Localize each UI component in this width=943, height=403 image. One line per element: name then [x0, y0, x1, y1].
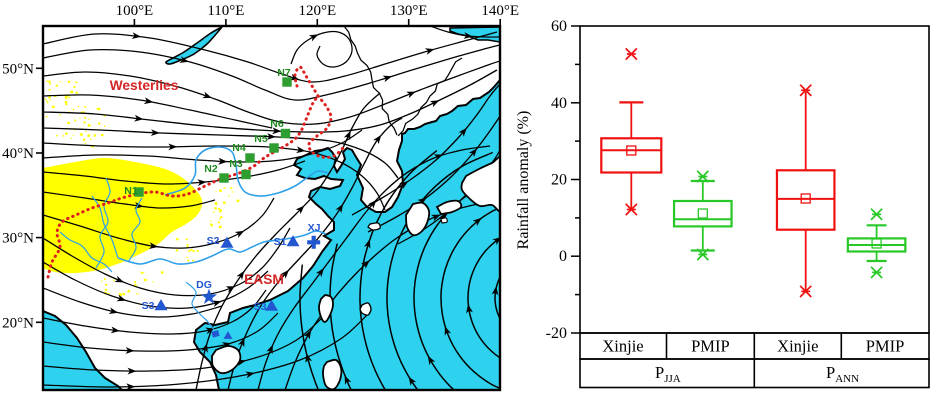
- svg-text:N5: N5: [254, 133, 268, 145]
- svg-text:Xinjie: Xinjie: [777, 337, 818, 356]
- svg-text:N3: N3: [229, 158, 243, 170]
- svg-text:110°E: 110°E: [207, 3, 244, 19]
- svg-text:20°N: 20°N: [2, 315, 34, 331]
- svg-text:S1: S1: [274, 236, 287, 248]
- svg-text:EASM: EASM: [244, 272, 284, 287]
- svg-text:Xinjie: Xinjie: [602, 337, 643, 356]
- svg-text:PMIP: PMIP: [866, 337, 905, 356]
- svg-text:N7: N7: [277, 67, 291, 79]
- svg-text:140°E: 140°E: [481, 3, 519, 19]
- svg-text:Rainfall anomaly (%): Rainfall anomaly (%): [515, 111, 532, 250]
- svg-text:60: 60: [551, 18, 567, 35]
- svg-text:S3: S3: [142, 300, 155, 312]
- svg-text:N2: N2: [204, 163, 218, 175]
- svg-text:50°N: 50°N: [2, 61, 34, 77]
- svg-text:130°E: 130°E: [390, 3, 428, 19]
- svg-text:30°N: 30°N: [2, 231, 34, 247]
- svg-text:PMIP: PMIP: [691, 337, 730, 356]
- svg-text:40°N: 40°N: [2, 146, 34, 162]
- svg-text:100°E: 100°E: [116, 3, 154, 19]
- svg-text:-20: -20: [546, 325, 567, 342]
- svg-text:N4: N4: [232, 142, 246, 154]
- svg-text:0: 0: [559, 248, 567, 265]
- svg-text:XJ: XJ: [308, 222, 321, 234]
- svg-text:120°E: 120°E: [298, 3, 336, 19]
- svg-text:40: 40: [551, 95, 567, 112]
- svg-text:S3: S3: [254, 301, 267, 313]
- svg-text:N6: N6: [270, 118, 284, 130]
- svg-text:Westerlies: Westerlies: [110, 78, 179, 93]
- svg-text:20: 20: [551, 172, 567, 189]
- svg-text:N1: N1: [124, 185, 138, 197]
- svg-text:DG: DG: [196, 279, 212, 291]
- svg-text:S2: S2: [207, 235, 220, 247]
